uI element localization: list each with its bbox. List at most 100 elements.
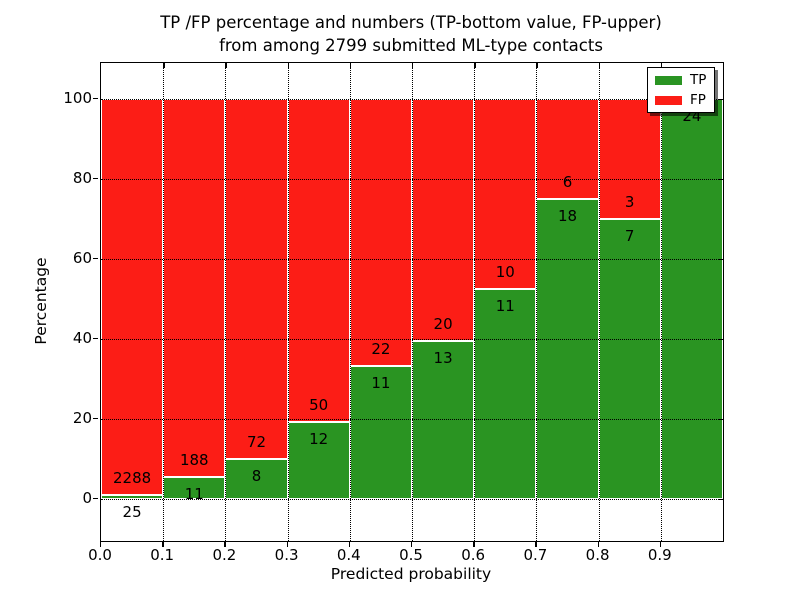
bar-fp-0.4-0.5 (349, 99, 412, 366)
bar-tp-0.8-0.9 (598, 219, 661, 499)
legend-label-fp: FP (690, 91, 706, 108)
y-tick-20 (93, 418, 98, 420)
bar-label-tp-0.6-0.7: 11 (495, 297, 515, 316)
bar-fp-0.3-0.4 (287, 99, 350, 422)
x-tick-0.4 (348, 542, 351, 547)
y-tick-label-80: 80 (72, 169, 92, 187)
gridline-y-20 (101, 419, 723, 420)
bar-label-fp-0.0-0.1: 2288 (113, 468, 152, 487)
bar-fp-0.6-0.7 (474, 99, 537, 290)
gridline-x-0.5 (412, 63, 413, 541)
gridline-x-0.4 (349, 63, 351, 541)
y-tick-100 (93, 98, 98, 100)
legend-item-tp: TP (655, 72, 707, 88)
x-tick-0.7 (535, 542, 537, 547)
bar-fp-0.0-0.1 (101, 99, 164, 495)
y-tick-label-100: 100 (63, 89, 92, 107)
x-tick-top-0.4 (349, 63, 352, 68)
bar-label-fp-0.6-0.7: 10 (495, 263, 515, 282)
x-tick-label-0.4: 0.4 (336, 546, 361, 564)
legend: TP FP (647, 67, 715, 113)
bar-label-fp-0.2-0.3: 72 (246, 433, 267, 451)
x-tick-label-0.0: 0.0 (88, 546, 112, 564)
bar-label-fp-0.4-0.5: 22 (371, 339, 391, 358)
x-tick-label-0.1: 0.1 (150, 546, 175, 564)
gridline-x-0.7 (536, 63, 538, 541)
y-tick-right-60 (718, 259, 723, 261)
bar-label-tp-0.7-0.8: 18 (557, 207, 578, 225)
x-tick-label-0.9: 0.9 (647, 546, 672, 564)
y-tick-right-40 (718, 339, 723, 341)
y-tick-right-20 (718, 419, 723, 421)
x-tick-0.2 (224, 542, 226, 547)
gridline-y-60 (101, 259, 723, 260)
y-tick-label-40: 40 (72, 329, 92, 347)
legend-swatch-tp (655, 75, 682, 85)
plot-area: 2288 25 188 11 72 8 50 12 22 11 20 13 10 11 6 18 3 7 24 (100, 62, 724, 542)
chart-title-line1: TP /FP percentage and numbers (TP-bottom… (160, 13, 662, 32)
x-tick-label-0.3: 0.3 (274, 546, 299, 564)
y-tick-label-60: 60 (72, 249, 92, 267)
x-tick-label-0.8: 0.8 (585, 546, 610, 564)
x-tick-top-0.7 (536, 63, 538, 68)
gridline-x-0.1 (163, 63, 165, 541)
gridline-x-0.2 (225, 63, 227, 541)
bar-tp-0.6-0.7 (474, 289, 537, 499)
y-tick-0 (93, 498, 98, 500)
bar-fp-0.1-0.2 (163, 99, 226, 477)
gridline-x-0.3 (287, 63, 289, 541)
x-tick-0.8 (597, 542, 599, 547)
bar-fp-0.2-0.3 (225, 99, 288, 459)
x-tick-top-0.6 (474, 63, 476, 68)
gridline-y-40 (101, 339, 723, 340)
bar-tp-0.9-1.0 (660, 99, 723, 499)
bar-fp-0.5-0.6 (412, 99, 475, 342)
chart-title: TP /FP percentage and numbers (TP-bottom… (100, 11, 722, 57)
y-tick-label-20: 20 (72, 409, 92, 427)
x-tick-0.0 (100, 542, 102, 547)
y-tick-label-0: 0 (82, 489, 92, 507)
bar-label-tp-0.0-0.1: 25 (122, 502, 142, 521)
gridline-y-0 (101, 499, 723, 500)
bar-label-fp-0.5-0.6: 20 (433, 315, 453, 334)
bar-label-tp-0.8-0.9: 7 (624, 227, 635, 245)
bar-label-tp-0.3-0.4: 12 (309, 429, 329, 448)
x-tick-0.1 (162, 542, 164, 547)
x-tick-label-0.5: 0.5 (399, 546, 423, 564)
bar-label-tp-0.4-0.5: 11 (371, 373, 391, 392)
y-tick-60 (93, 258, 98, 260)
x-tick-label-0.2: 0.2 (212, 546, 237, 564)
bar-tp-0.7-0.8 (536, 199, 599, 499)
x-tick-top-0.9 (660, 63, 663, 68)
y-tick-right-80 (718, 179, 723, 181)
legend-swatch-fp (655, 95, 682, 105)
x-tick-top-0.8 (598, 63, 600, 68)
y-tick-40 (93, 338, 98, 340)
bar-label-fp-0.3-0.4: 50 (309, 395, 329, 414)
bar-tp-0.0-0.1 (101, 494, 164, 499)
x-tick-top-0.5 (412, 63, 414, 68)
bar-label-tp-0.1-0.2: 11 (184, 484, 204, 503)
gridline-x-0.6 (474, 63, 476, 541)
x-tick-0.3 (286, 542, 288, 547)
bar-label-tp-0.2-0.3: 8 (251, 467, 262, 485)
x-tick-top-0.1 (163, 63, 165, 68)
y-tick-right-100 (718, 99, 723, 101)
y-axis-label: Percentage (32, 257, 50, 345)
bar-tp-0.2-0.3 (225, 459, 288, 499)
y-tick-right-0 (718, 499, 723, 501)
x-tick-label-0.6: 0.6 (461, 546, 486, 564)
x-tick-top-0.2 (225, 63, 227, 68)
gridline-y-100 (101, 99, 723, 100)
chart-title-line2: from among 2799 submitted ML-type contac… (219, 36, 603, 55)
legend-item-fp: FP (655, 91, 707, 108)
bar-label-tp-0.5-0.6: 13 (433, 349, 453, 368)
bar-label-fp-0.7-0.8: 6 (562, 173, 573, 191)
gridline-y-80 (101, 179, 723, 180)
bar-label-fp-0.8-0.9: 3 (624, 193, 635, 211)
y-tick-80 (93, 178, 98, 180)
bar-label-fp-0.1-0.2: 188 (179, 450, 209, 469)
x-tick-label-0.7: 0.7 (523, 546, 548, 564)
x-tick-0.5 (411, 542, 413, 547)
